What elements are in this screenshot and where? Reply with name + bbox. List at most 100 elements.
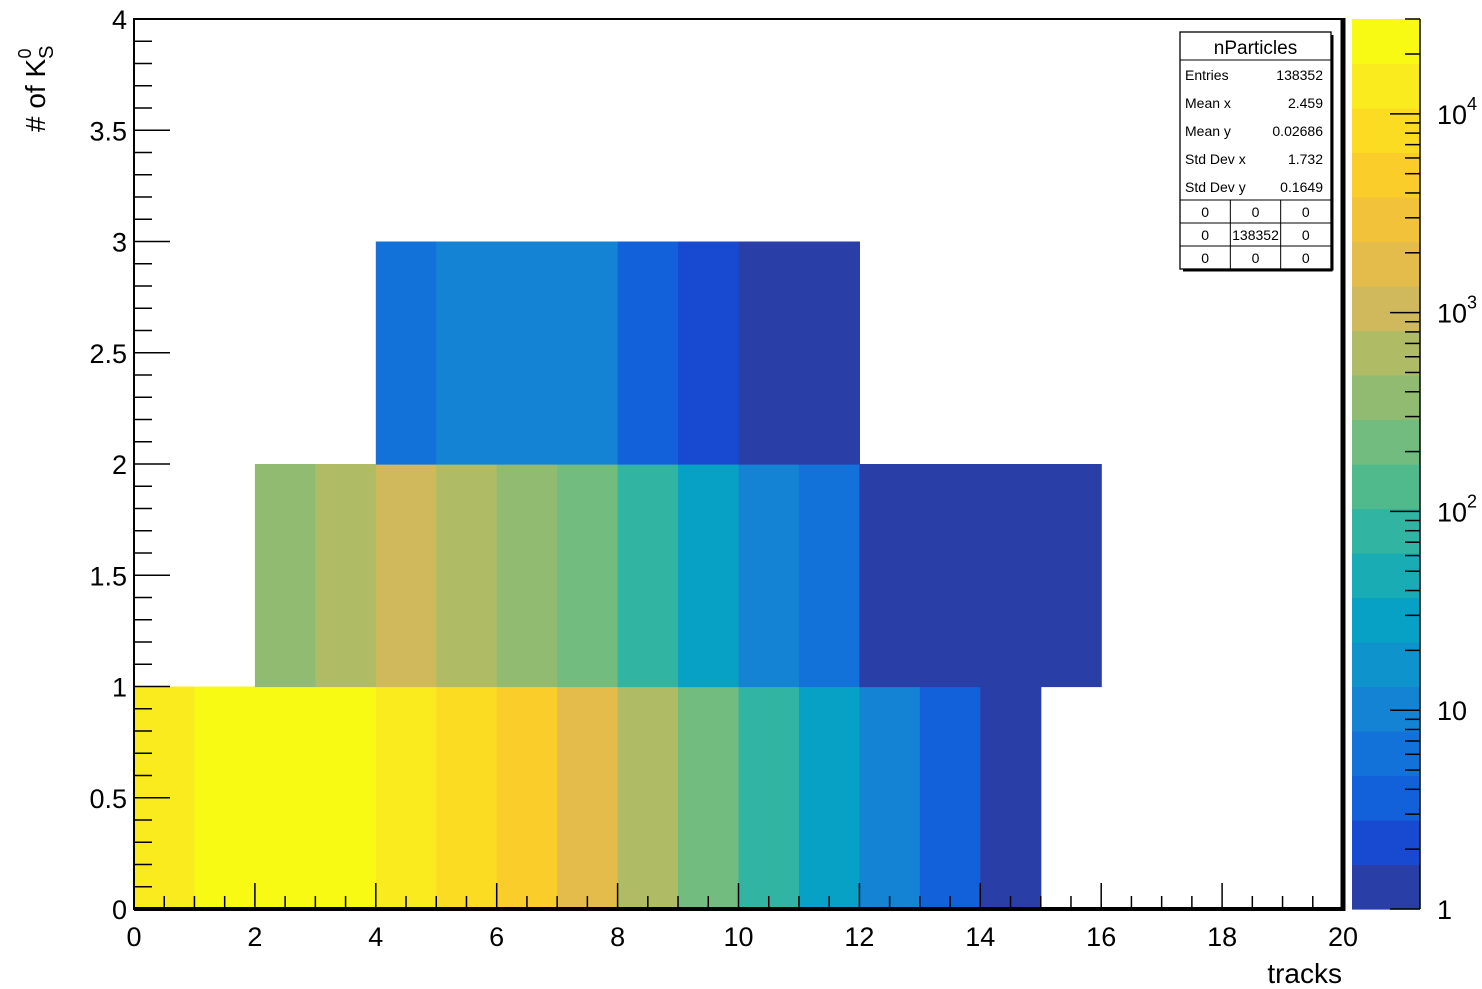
- heatmap-cell: [315, 464, 377, 688]
- heatmap-cell: [678, 464, 740, 688]
- heatmap-cell: [798, 241, 860, 465]
- stats-row-value: 2.459: [1288, 95, 1323, 111]
- y-axis-title-base: # of K: [20, 59, 51, 132]
- colorbar-segment: [1352, 553, 1420, 599]
- colorbar-segment: [1352, 197, 1420, 243]
- y-tick-labels: 0 0.5 1 1.5 2 2.5 3 3.5 4: [89, 5, 127, 925]
- heatmap-cell: [919, 464, 981, 688]
- stats-row-label: Std Dev x: [1185, 151, 1246, 167]
- heatmap-cell: [859, 686, 921, 910]
- axis-ticks: [133, 18, 1344, 910]
- heatmap-cell: [315, 686, 377, 910]
- y-tick-label: 1.5: [89, 561, 127, 591]
- heatmap-cell: [496, 464, 558, 688]
- colorbar-label-base: 10: [1437, 696, 1467, 726]
- heatmap-cell: [980, 464, 1042, 688]
- heatmap-cell: [617, 241, 679, 465]
- colorbar-segment: [1352, 241, 1420, 287]
- colorbar-segment: [1352, 597, 1420, 643]
- stats-row-value: 1.732: [1288, 151, 1323, 167]
- colorbar-segment: [1352, 820, 1420, 866]
- x-tick-label: 8: [610, 922, 625, 952]
- heatmap-cell: [678, 241, 740, 465]
- heatmap-cell: [798, 686, 860, 910]
- stats-grid-cell: 0: [1302, 204, 1310, 220]
- x-tick-labels: 0 2 4 6 8 10 12 14 16 18 20: [126, 922, 1358, 952]
- stats-grid-cell: 0: [1201, 250, 1209, 266]
- stats-row-label: Mean y: [1185, 123, 1231, 139]
- colorbar-segment: [1352, 286, 1420, 332]
- y-tick-label: 0.5: [89, 784, 127, 814]
- y-axis-title: # of KS0: [15, 45, 58, 132]
- y-tick-label: 0: [112, 895, 127, 925]
- colorbar-segment: [1352, 864, 1420, 910]
- colorbar-label-base: 10: [1437, 497, 1467, 527]
- stats-box: nParticles Entries 138352 Mean x 2.459 Mean y…: [1179, 31, 1334, 272]
- colorbar-label-exponent: 2: [1467, 491, 1477, 511]
- heatmap-cell: [496, 686, 558, 910]
- x-tick-label: 14: [965, 922, 995, 952]
- heatmap-cell: [738, 464, 800, 688]
- stats-grid-cell: 0: [1302, 250, 1310, 266]
- colorbar-label: 103: [1437, 293, 1477, 329]
- colorbar-label-base: 10: [1437, 100, 1467, 130]
- colorbar-label: 102: [1437, 491, 1477, 527]
- y-tick-label: 1: [112, 673, 127, 703]
- heatmap-cell: [919, 686, 981, 910]
- colorbar-segment: [1352, 63, 1420, 109]
- y-tick-label: 3: [112, 228, 127, 258]
- stats-row-label: Std Dev y: [1185, 179, 1246, 195]
- colorbar-segment: [1352, 775, 1420, 821]
- heatmap-cell: [375, 241, 437, 465]
- y-tick-label: 2: [112, 450, 127, 480]
- heatmap-cell: [678, 686, 740, 910]
- heatmap-cell: [1040, 464, 1102, 688]
- stats-row-value: 0.1649: [1280, 179, 1323, 195]
- x-tick-label: 2: [247, 922, 262, 952]
- stats-grid-cell: 0: [1252, 250, 1260, 266]
- stats-grid-cell: 0: [1302, 227, 1310, 243]
- colorbar-label-exponent: 4: [1467, 94, 1477, 114]
- heatmap-cell: [738, 686, 800, 910]
- heatmap-cell: [859, 464, 921, 688]
- stats-grid-cell: 0: [1201, 227, 1209, 243]
- colorbar-segment: [1352, 642, 1420, 688]
- stats-grid-cell: 0: [1201, 204, 1209, 220]
- heatmap-cell: [617, 686, 679, 910]
- y-tick-label: 3.5: [89, 116, 127, 146]
- stats-row-value: 138352: [1276, 67, 1323, 83]
- heatmap-cell: [798, 464, 860, 688]
- colorbar-segment: [1352, 464, 1420, 510]
- x-tick-label: 16: [1086, 922, 1116, 952]
- x-tick-label: 12: [844, 922, 874, 952]
- heatmap-cell: [557, 686, 619, 910]
- heatmap-cell: [436, 241, 498, 465]
- heatmap-cell: [436, 464, 498, 688]
- y-axis-title-sup: 0: [15, 48, 35, 58]
- colorbar-segment: [1352, 152, 1420, 198]
- colorbar-segment: [1352, 419, 1420, 465]
- heatmap-cell: [557, 464, 619, 688]
- colorbar-label: 10: [1437, 696, 1467, 726]
- y-tick-label: 4: [112, 5, 127, 35]
- colorbar-label: 1: [1437, 895, 1452, 925]
- colorbar-label-base: 1: [1437, 895, 1452, 925]
- colorbar-label-base: 10: [1437, 299, 1467, 329]
- colorbar-segment: [1352, 731, 1420, 777]
- heatmap-cell: [254, 464, 316, 688]
- colorbar-segment: [1352, 330, 1420, 376]
- heatmap-cell: [557, 241, 619, 465]
- colorbar-segment: [1352, 19, 1420, 65]
- colorbar-segment: [1352, 686, 1420, 732]
- y-tick-label: 2.5: [89, 339, 127, 369]
- stats-row-label: Entries: [1185, 67, 1229, 83]
- heatmap-cell: [980, 686, 1042, 910]
- heatmap-cell: [617, 464, 679, 688]
- heatmap-cell: [436, 686, 498, 910]
- colorbar-label-exponent: 3: [1467, 293, 1477, 313]
- colorbar-segment: [1352, 375, 1420, 421]
- colorbar-label: 104: [1437, 94, 1477, 130]
- y-axis-title-sub: S: [36, 45, 58, 58]
- x-tick-label: 20: [1328, 922, 1358, 952]
